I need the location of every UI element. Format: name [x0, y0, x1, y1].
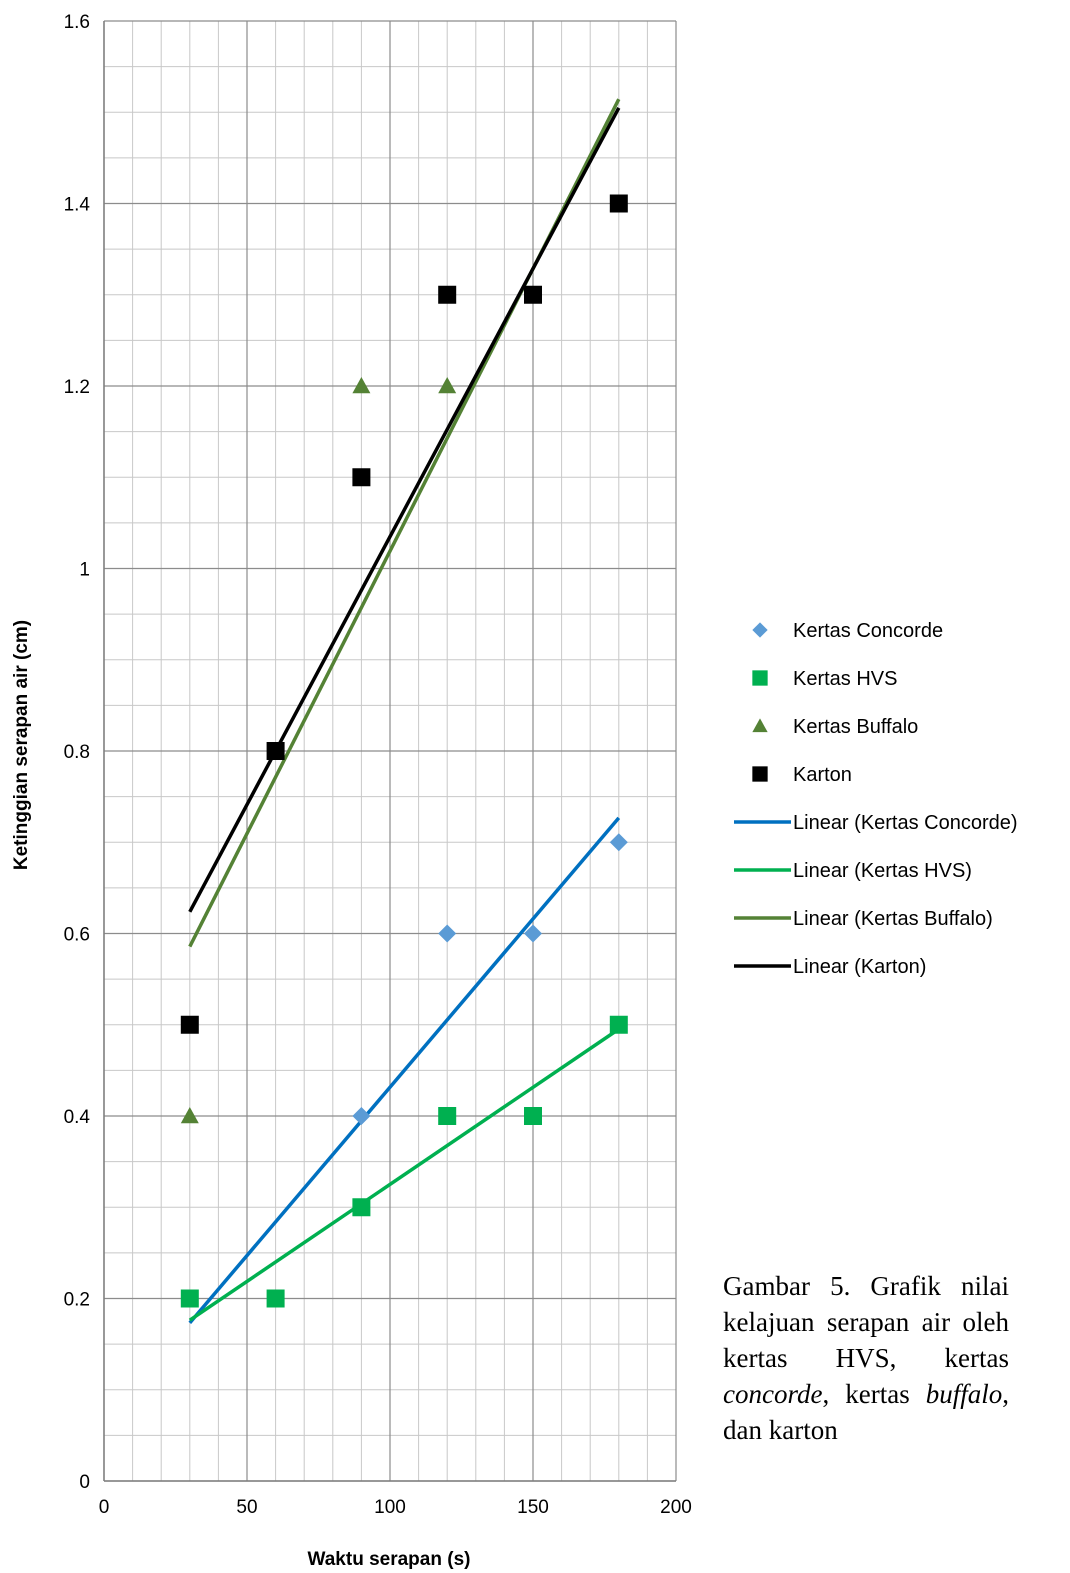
data-points — [180, 194, 628, 1308]
legend-label: Linear (Karton) — [793, 956, 926, 978]
data-point — [609, 194, 628, 213]
legend-label: Kertas HVS — [793, 668, 897, 690]
data-point — [180, 1107, 199, 1124]
legend: Kertas Concorde Kertas HVS Kertas Buffalo K… — [734, 620, 1018, 978]
legend-label: Kertas Concorde — [793, 620, 943, 642]
legend-marker — [752, 718, 768, 733]
x-axis-label: Waktu serapan (s) — [308, 1549, 471, 1570]
x-tick-label: 150 — [517, 1497, 549, 1518]
y-tick-label: 1.6 — [64, 12, 90, 33]
data-point — [352, 377, 371, 394]
legend-marker — [752, 622, 768, 638]
x-tick-labels: 0 50 100 150 200 — [99, 1497, 692, 1518]
y-tick-label: 1.2 — [64, 377, 90, 398]
y-tick-label: 0.2 — [64, 1290, 90, 1311]
y-tick-label: 0 — [79, 1472, 90, 1493]
y-axis-label: Ketinggian serapan air (cm) — [11, 620, 32, 870]
y-tick-label: 1 — [79, 560, 90, 581]
trendlines — [188, 98, 621, 1324]
caption-text-1: Gambar 5. Grafik nilai kelajuan serapan … — [723, 1271, 1009, 1373]
caption-buffalo: buffalo — [925, 1379, 1003, 1409]
data-point — [352, 1107, 371, 1125]
x-tick-label: 100 — [374, 1497, 406, 1518]
legend-marker — [752, 766, 768, 782]
x-tick-label: 0 — [99, 1497, 110, 1518]
trendline — [188, 816, 621, 1324]
data-point — [266, 1289, 285, 1308]
data-point — [352, 1198, 371, 1217]
data-point — [438, 285, 457, 304]
legend-label: Linear (Kertas Buffalo) — [793, 908, 993, 930]
y-tick-label: 0.8 — [64, 742, 90, 763]
x-tick-label: 50 — [236, 1497, 257, 1518]
legend-label: Karton — [793, 764, 852, 786]
y-tick-labels: 0 0.2 0.4 0.6 0.8 1 1.2 1.4 1.6 — [64, 12, 91, 1493]
data-point — [180, 1015, 199, 1034]
data-point — [352, 468, 371, 487]
caption-text-3: , dan karton — [723, 1379, 1009, 1445]
y-tick-label: 0.4 — [64, 1107, 91, 1128]
trendline — [188, 107, 621, 913]
data-point — [180, 1289, 199, 1308]
data-point — [524, 924, 542, 943]
data-point — [438, 377, 457, 394]
legend-label: Kertas Buffalo — [793, 716, 918, 738]
data-point — [438, 924, 457, 943]
caption-concorde: concorde — [723, 1379, 823, 1409]
data-point — [266, 742, 285, 760]
data-point — [438, 1107, 457, 1125]
major-gridlines — [103, 20, 677, 1482]
data-point — [609, 833, 628, 852]
legend-marker — [752, 670, 768, 686]
y-tick-label: 0.6 — [64, 925, 90, 946]
figure-caption: Gambar 5. Grafik nilai kelajuan serapan … — [723, 1268, 1009, 1448]
x-tick-label: 200 — [660, 1497, 692, 1518]
data-point — [524, 1107, 542, 1125]
axes — [103, 21, 676, 1482]
caption-text-2: , kertas — [822, 1379, 926, 1409]
data-point — [609, 1015, 628, 1034]
legend-label: Linear (Kertas Concorde) — [793, 812, 1018, 834]
y-tick-label: 1.4 — [64, 195, 91, 216]
legend-label: Linear (Kertas HVS) — [793, 860, 972, 882]
data-point — [524, 285, 542, 304]
trendline — [188, 1027, 620, 1322]
